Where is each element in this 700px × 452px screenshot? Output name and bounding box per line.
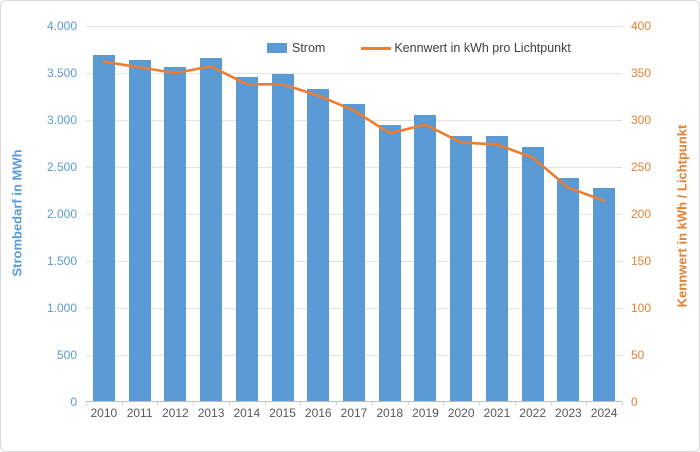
x-axis-label-2010: 2010 bbox=[90, 406, 118, 420]
bar-2010 bbox=[92, 55, 115, 402]
x-axis-label-2024: 2024 bbox=[590, 406, 618, 420]
left-axis-title: Strombedarf in MWh bbox=[9, 149, 25, 277]
x-axis-label-2019: 2019 bbox=[412, 406, 439, 420]
x-axis-tick-mark bbox=[443, 402, 445, 405]
x-axis-tick-mark bbox=[371, 402, 373, 405]
x-axis-tick-mark bbox=[407, 402, 409, 405]
axis-tick-label: 100 bbox=[631, 301, 652, 315]
axis-tick-label: 3.500 bbox=[46, 66, 77, 80]
x-axis-label-2020: 2020 bbox=[447, 406, 475, 420]
axis-tick-label: 250 bbox=[631, 160, 652, 174]
axis-tick-label: 2.000 bbox=[46, 207, 77, 221]
x-axis-label-2011: 2011 bbox=[126, 406, 153, 420]
bar-2018 bbox=[378, 124, 401, 402]
legend-kennwert-label: Kennwert in kWh pro Lichtpunkt bbox=[394, 41, 571, 55]
bar-2024 bbox=[593, 187, 616, 402]
axis-tick-label: 150 bbox=[631, 254, 652, 268]
bar-2023 bbox=[557, 178, 580, 402]
axis-tick-label: 300 bbox=[631, 113, 652, 127]
legend: Strom Kennwert in kWh pro Lichtpunkt bbox=[267, 41, 571, 55]
x-axis-tick-mark bbox=[479, 402, 481, 405]
x-axis-label-2014: 2014 bbox=[233, 406, 261, 420]
x-axis-tick-mark bbox=[586, 402, 588, 405]
strom-swatch-icon bbox=[267, 43, 287, 53]
bar-2019 bbox=[414, 115, 437, 402]
axis-tick-label: 4.000 bbox=[46, 19, 77, 33]
x-axis-label-2022: 2022 bbox=[519, 406, 546, 420]
x-axis-label-2023: 2023 bbox=[555, 406, 582, 420]
axis-tick-label: 1.000 bbox=[46, 301, 77, 315]
bar-2014 bbox=[235, 76, 258, 402]
x-axis-label-2021: 2021 bbox=[483, 406, 511, 420]
bar-2016 bbox=[307, 88, 330, 402]
legend-item-kennwert: Kennwert in kWh pro Lichtpunkt bbox=[361, 41, 571, 55]
axis-tick-label: 0 bbox=[70, 395, 77, 409]
bar-2017 bbox=[343, 104, 365, 402]
x-axis-label-2015: 2015 bbox=[269, 406, 296, 420]
x-axis-tick-mark bbox=[157, 402, 159, 405]
bar-2011 bbox=[128, 60, 151, 402]
kennwert-line-series bbox=[102, 60, 606, 203]
axis-tick-label: 3.000 bbox=[46, 113, 77, 127]
gridline bbox=[86, 73, 622, 74]
x-axis-tick-mark bbox=[121, 402, 123, 405]
bar-2013 bbox=[200, 58, 223, 402]
bar-2012 bbox=[164, 66, 187, 402]
right-axis-title: Kennwert in kWh / Lichtpunkt bbox=[674, 124, 690, 308]
x-axis-tick-mark bbox=[550, 402, 552, 405]
x-axis-tick-mark bbox=[514, 402, 516, 405]
x-axis-label-2017: 2017 bbox=[340, 406, 368, 420]
kennwert-line-swatch-icon bbox=[361, 46, 392, 50]
bar-2022 bbox=[521, 147, 544, 402]
plot-area bbox=[86, 26, 623, 405]
axis-tick-label: 200 bbox=[631, 207, 652, 221]
x-axis-label-2016: 2016 bbox=[304, 406, 332, 420]
bar-2015 bbox=[271, 73, 294, 402]
axis-tick-label: 500 bbox=[56, 348, 77, 362]
bar-2021 bbox=[485, 135, 508, 402]
x-axis-tick-mark bbox=[336, 402, 338, 405]
x-axis-tick-mark bbox=[300, 402, 302, 405]
bar-2020 bbox=[450, 135, 473, 402]
axis-tick-label: 2.500 bbox=[46, 160, 77, 174]
x-axis-tick-mark bbox=[264, 402, 266, 405]
x-axis-tick-mark bbox=[193, 402, 195, 405]
axis-tick-label: 1.500 bbox=[46, 254, 77, 268]
legend-strom-label: Strom bbox=[292, 41, 326, 55]
legend-item-strom: Strom bbox=[267, 41, 325, 55]
x-axis-label-2012: 2012 bbox=[161, 406, 189, 420]
x-axis-label-2013: 2013 bbox=[197, 406, 225, 420]
gridline bbox=[86, 26, 622, 27]
axis-tick-label: 350 bbox=[631, 66, 652, 80]
x-axis-tick-mark bbox=[228, 402, 230, 405]
x-axis-line bbox=[86, 401, 622, 402]
x-axis-label-2018: 2018 bbox=[376, 406, 404, 420]
axis-tick-label: 400 bbox=[631, 19, 652, 33]
axis-tick-label: 50 bbox=[631, 348, 645, 362]
axis-tick-label: 0 bbox=[631, 395, 638, 409]
x-axis-tick-mark bbox=[86, 402, 87, 405]
kennwert-polyline bbox=[102, 60, 606, 203]
x-axis-tick-mark bbox=[622, 402, 623, 405]
